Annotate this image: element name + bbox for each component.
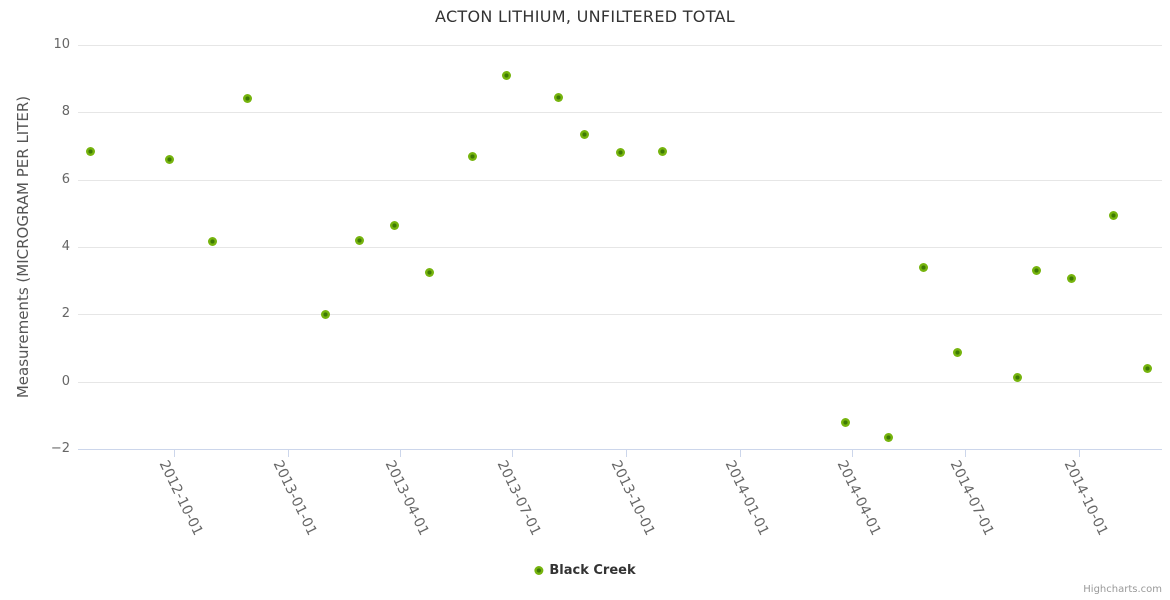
- x-axis-label: 2014-07-01: [946, 458, 997, 539]
- data-point[interactable]: [390, 220, 400, 230]
- data-point[interactable]: [207, 237, 217, 247]
- data-point[interactable]: [424, 267, 434, 277]
- y-axis-label: 6: [61, 172, 70, 187]
- x-axis-label: 2013-01-01: [269, 458, 320, 539]
- chart-title: ACTON LITHIUM, UNFILTERED TOTAL: [435, 7, 735, 26]
- x-axis-label: 2014-01-01: [721, 458, 772, 539]
- data-point[interactable]: [841, 417, 851, 427]
- data-point[interactable]: [553, 92, 563, 102]
- data-point[interactable]: [952, 347, 962, 357]
- x-axis-label: 2013-04-01: [381, 458, 432, 539]
- data-point[interactable]: [355, 235, 365, 245]
- data-point[interactable]: [1031, 266, 1041, 276]
- x-axis-label: 2013-10-01: [607, 458, 658, 539]
- x-axis-tick: [965, 449, 966, 457]
- x-axis-label: 2012-10-01: [155, 458, 206, 539]
- data-point[interactable]: [1143, 363, 1153, 373]
- x-axis-label: 2014-04-01: [833, 458, 884, 539]
- legend-label: Black Creek: [549, 563, 636, 578]
- x-axis-tick: [852, 449, 853, 457]
- x-axis-tick: [400, 449, 401, 457]
- y-axis-label: 0: [61, 374, 70, 389]
- data-point[interactable]: [242, 94, 252, 104]
- data-point[interactable]: [615, 148, 625, 158]
- x-axis-tick: [288, 449, 289, 457]
- x-axis-line: [78, 449, 1162, 450]
- x-axis-tick: [626, 449, 627, 457]
- data-point[interactable]: [919, 262, 929, 272]
- x-axis-label: 2013-07-01: [493, 458, 544, 539]
- data-point[interactable]: [579, 129, 589, 139]
- data-point[interactable]: [884, 432, 894, 442]
- legend-item-black-creek[interactable]: Black Creek: [534, 563, 636, 578]
- y-axis-label: −2: [50, 441, 70, 456]
- data-point[interactable]: [657, 146, 667, 156]
- y-axis-label: 4: [61, 239, 70, 254]
- legend-marker-icon: [534, 566, 544, 575]
- y-gridline: [78, 314, 1162, 315]
- data-point[interactable]: [468, 151, 478, 161]
- data-point[interactable]: [1013, 373, 1023, 383]
- x-axis-tick: [740, 449, 741, 457]
- data-point[interactable]: [1108, 210, 1118, 220]
- data-point[interactable]: [320, 309, 330, 319]
- data-point[interactable]: [86, 146, 96, 156]
- y-gridline: [78, 45, 1162, 46]
- y-gridline: [78, 112, 1162, 113]
- y-axis-label: 10: [53, 37, 70, 52]
- data-point[interactable]: [1066, 274, 1076, 284]
- x-axis-label: 2014-10-01: [1060, 458, 1111, 539]
- x-axis-tick: [512, 449, 513, 457]
- y-gridline: [78, 180, 1162, 181]
- x-axis-tick: [1079, 449, 1080, 457]
- y-axis-label: 2: [61, 306, 70, 321]
- data-point[interactable]: [164, 154, 174, 164]
- y-axis-label: 8: [61, 104, 70, 119]
- y-gridline: [78, 247, 1162, 248]
- y-gridline: [78, 382, 1162, 383]
- x-axis-tick: [174, 449, 175, 457]
- highcharts-credits-link[interactable]: Highcharts.com: [1083, 584, 1162, 595]
- data-point[interactable]: [501, 70, 511, 80]
